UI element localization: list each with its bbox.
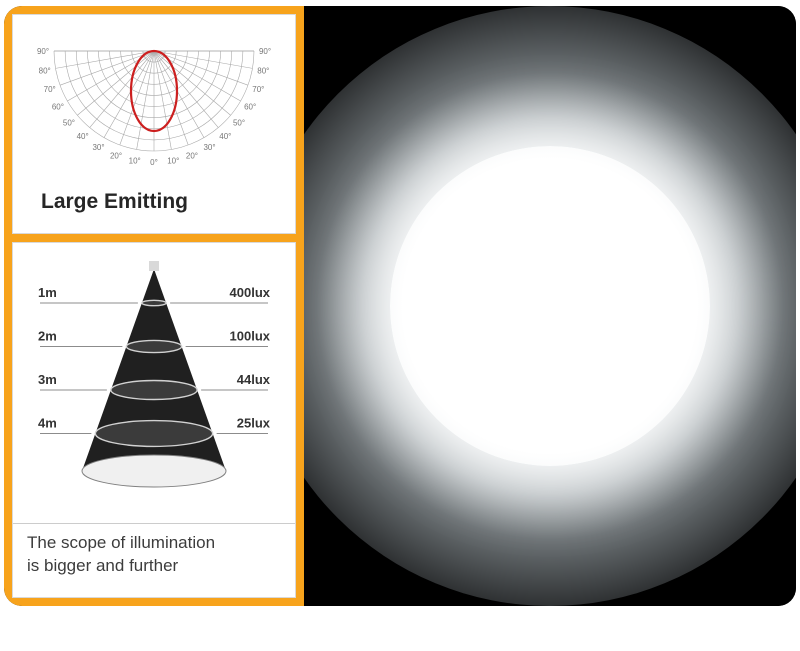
caption-line1: The scope of illumination	[27, 533, 215, 552]
polar-chart: 90°80°70°60°50°40°30°20°10°0°10°20°30°40…	[13, 23, 295, 188]
svg-text:30°: 30°	[92, 143, 104, 152]
svg-text:10°: 10°	[167, 156, 179, 165]
svg-text:80°: 80°	[39, 66, 51, 75]
svg-text:90°: 90°	[259, 47, 271, 56]
lux-caption: The scope of illumination is bigger and …	[13, 523, 295, 588]
svg-text:44lux: 44lux	[237, 372, 271, 387]
svg-text:3m: 3m	[38, 372, 57, 387]
lux-chart: 1m 400lux 2m 100lux 3m 44lux 4m 25lux	[13, 243, 295, 519]
svg-text:50°: 50°	[233, 118, 245, 127]
svg-text:50°: 50°	[63, 118, 75, 127]
polar-panel: 90°80°70°60°50°40°30°20°10°0°10°20°30°40…	[12, 14, 296, 234]
svg-text:25lux: 25lux	[237, 416, 271, 431]
svg-text:2m: 2m	[38, 329, 57, 344]
svg-text:1m: 1m	[38, 285, 57, 300]
svg-text:80°: 80°	[257, 66, 269, 75]
lamp-disc	[390, 146, 710, 466]
svg-text:70°: 70°	[252, 85, 264, 94]
page: 90°80°70°60°50°40°30°20°10°0°10°20°30°40…	[0, 0, 800, 651]
svg-text:70°: 70°	[44, 85, 56, 94]
lux-panel: 1m 400lux 2m 100lux 3m 44lux 4m 25lux The scope…	[12, 242, 296, 598]
left-column: 90°80°70°60°50°40°30°20°10°0°10°20°30°40…	[4, 6, 304, 606]
svg-text:60°: 60°	[52, 103, 64, 112]
polar-title: Large Emitting	[13, 188, 295, 222]
svg-text:30°: 30°	[203, 143, 215, 152]
caption-line2: is bigger and further	[27, 556, 178, 575]
svg-text:40°: 40°	[77, 132, 89, 141]
polar-svg: 90°80°70°60°50°40°30°20°10°0°10°20°30°40…	[29, 23, 279, 173]
lux-svg: 1m 400lux 2m 100lux 3m 44lux 4m 25lux	[20, 261, 288, 491]
svg-text:90°: 90°	[37, 47, 49, 56]
svg-text:10°: 10°	[129, 156, 141, 165]
svg-text:4m: 4m	[38, 416, 57, 431]
svg-text:20°: 20°	[186, 151, 198, 160]
svg-text:40°: 40°	[219, 132, 231, 141]
svg-text:60°: 60°	[244, 103, 256, 112]
lamp-photo	[304, 6, 796, 606]
svg-text:100lux: 100lux	[230, 329, 271, 344]
svg-text:20°: 20°	[110, 151, 122, 160]
svg-text:400lux: 400lux	[230, 285, 271, 300]
product-infographic: 90°80°70°60°50°40°30°20°10°0°10°20°30°40…	[4, 6, 796, 606]
svg-text:0°: 0°	[150, 158, 158, 167]
